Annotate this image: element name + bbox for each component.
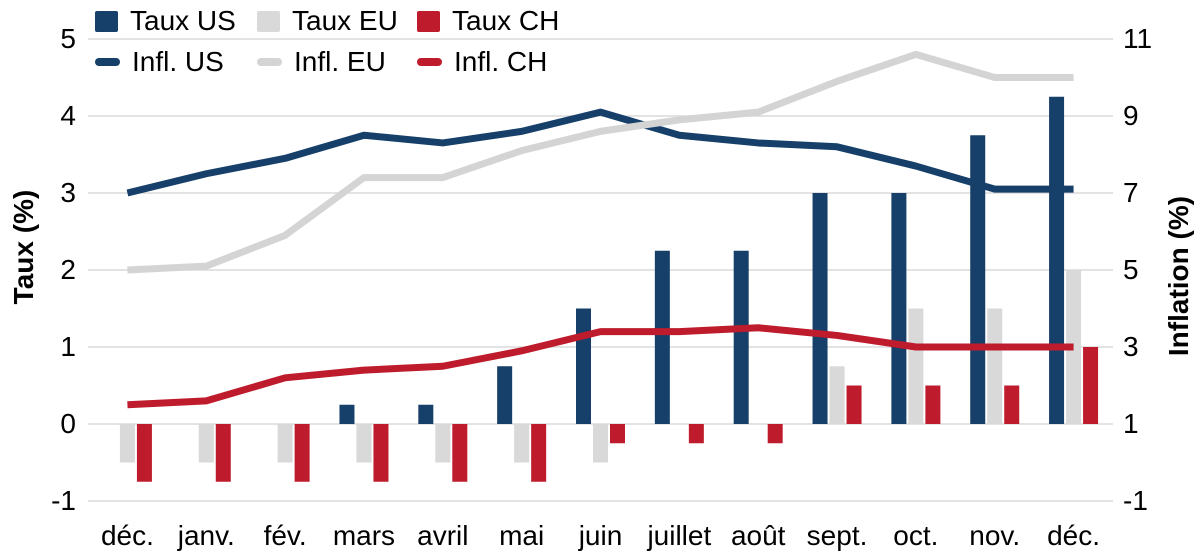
bar-taux-eu-6 (593, 424, 608, 463)
x-label-3-mars: mars (332, 520, 396, 551)
bar-taux-us-4 (418, 404, 434, 424)
bar-taux-ch-6 (610, 424, 625, 444)
y-tick-left-0: 0 (60, 408, 76, 439)
line-infl-eu (127, 50, 1074, 274)
bar-taux-ch-3 (373, 424, 389, 482)
legend-label-taux-eu: Taux EU (292, 5, 398, 36)
x-label-12-d-c: déc. (1047, 520, 1101, 551)
legend-item-infl-us: Infl. US (95, 46, 224, 78)
bar-taux-ch-12 (1083, 347, 1099, 424)
legend-swatch-infl-eu (257, 58, 282, 66)
bar-taux-eu-9 (829, 366, 845, 424)
y-tick-left--1: -1 (51, 485, 76, 516)
bar-taux-eu-3 (356, 424, 372, 463)
legend-item-infl-eu: Infl. EU (257, 46, 386, 78)
x-label-8-ao-t: août (730, 520, 786, 551)
y-tick-right-7: 7 (1123, 177, 1139, 208)
legend-label-infl-eu: Infl. EU (294, 46, 386, 77)
bar-taux-us-6 (576, 308, 591, 424)
bar-taux-ch-10 (925, 385, 941, 424)
legend-swatch-infl-us (95, 58, 120, 66)
legend-swatch-taux-ch (417, 10, 440, 32)
bar-taux-us-9 (812, 193, 828, 424)
x-label-11-nov: nov. (969, 520, 1021, 551)
bar-taux-eu-4 (435, 424, 451, 463)
bar-taux-eu-2 (277, 424, 293, 463)
y-tick-right-3: 3 (1123, 331, 1139, 362)
bar-taux-us-5 (497, 366, 513, 424)
x-label-0-d-c: déc. (100, 520, 154, 551)
legend-label-infl-us: Infl. US (132, 46, 224, 77)
y-tick-left-5: 5 (60, 23, 76, 54)
y-tick-right-11: 11 (1123, 23, 1153, 54)
bar-taux-eu-11 (987, 308, 1003, 424)
x-label-4-avril: avril (417, 520, 469, 551)
y-tick-left-3: 3 (60, 177, 76, 208)
legend-label-taux-ch: Taux CH (452, 5, 560, 36)
line-infl-us (126, 108, 1074, 197)
y-tick-right-5: 5 (1123, 254, 1139, 285)
y-tick-left-4: 4 (60, 100, 76, 131)
bar-taux-eu-0 (119, 424, 135, 463)
bar-taux-ch-5 (531, 424, 547, 482)
bar-taux-us-8 (733, 250, 749, 424)
bar-taux-eu-10 (908, 308, 924, 424)
bar-taux-ch-0 (136, 424, 152, 482)
y-tick-left-2: 2 (60, 254, 76, 285)
legend-swatch-taux-us (95, 10, 118, 32)
x-label-10-oct: oct. (893, 520, 939, 551)
bar-taux-ch-1 (215, 424, 231, 482)
bar-taux-ch-7 (688, 424, 704, 444)
legend-item-taux-ch: Taux CH (417, 5, 559, 37)
bar-taux-ch-9 (846, 385, 862, 424)
x-label-5-mai: mai (499, 520, 545, 551)
legend-item-infl-ch: Infl. CH (417, 46, 547, 78)
y-tick-right-1: 1 (1123, 408, 1139, 439)
bar-taux-us-12 (1049, 96, 1065, 424)
bar-taux-us-11 (970, 135, 986, 424)
bar-taux-ch-11 (1004, 385, 1020, 424)
y-tick-right-9: 9 (1123, 100, 1139, 131)
bar-taux-ch-2 (294, 424, 310, 482)
bar-taux-us-7 (654, 250, 670, 424)
legend-label-infl-ch: Infl. CH (454, 46, 548, 77)
x-label-9-sept: sept. (806, 520, 868, 551)
bar-taux-eu-5 (514, 424, 530, 463)
x-label-2-f-v: fév. (263, 520, 307, 551)
legend-item-taux-eu: Taux EU (257, 5, 398, 37)
bar-taux-us-10 (891, 193, 907, 424)
y-tick-right--1: -1 (1123, 485, 1148, 516)
x-label-1-janv: janv. (177, 520, 235, 551)
legend-label-taux-us: Taux US (130, 5, 236, 36)
bar-taux-ch-4 (452, 424, 468, 482)
bar-taux-eu-1 (198, 424, 214, 463)
legend-swatch-taux-eu (257, 10, 280, 32)
legend-swatch-infl-ch (417, 58, 442, 66)
y-tick-left-1: 1 (60, 331, 76, 362)
y-axis-title-right: Inflation (%) (1163, 195, 1194, 357)
legend-item-taux-us: Taux US (95, 5, 236, 37)
bar-taux-us-3 (339, 404, 355, 424)
line-infl-ch (127, 324, 1074, 409)
x-label-6-juin: juin (578, 520, 623, 551)
bar-taux-ch-8 (767, 424, 783, 444)
x-label-7-juillet: juillet (647, 520, 712, 551)
